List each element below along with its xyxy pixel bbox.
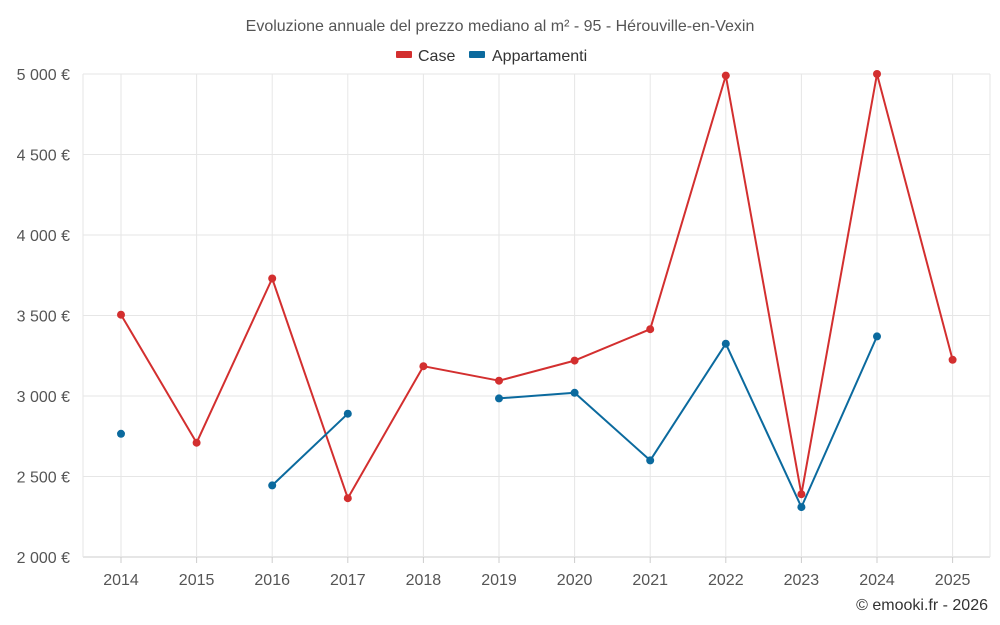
series-line-appartamenti: [498, 335, 878, 509]
legend-label-case: Case: [418, 48, 455, 65]
data-point-case[interactable]: [495, 376, 503, 385]
legend-swatch-appartamenti: [469, 51, 485, 58]
data-point-case[interactable]: [948, 355, 957, 364]
data-point-appartamenti[interactable]: [495, 394, 503, 403]
y-tick-label: 2 000 €: [17, 550, 70, 567]
data-point-appartamenti[interactable]: [268, 481, 277, 490]
legend: Case Appartamenti: [396, 48, 587, 65]
data-point-appartamenti[interactable]: [797, 503, 806, 512]
legend-item-appartamenti[interactable]: Appartamenti: [469, 48, 587, 65]
data-point-case[interactable]: [343, 494, 352, 503]
y-tick-label: 3 000 €: [17, 389, 70, 406]
x-axis: 2014 2015 2016 2017 2018 2019 2020 2021 2022 2023…: [103, 557, 970, 589]
data-point-case[interactable]: [117, 310, 125, 319]
data-point-case[interactable]: [570, 356, 579, 365]
y-tick-label: 4 500 €: [17, 148, 70, 165]
data-point-case[interactable]: [797, 490, 806, 499]
data-point-case[interactable]: [873, 70, 881, 78]
data-point-appartamenti[interactable]: [873, 332, 881, 341]
series-lines: [120, 73, 954, 509]
x-tick-label: 2020: [557, 572, 593, 589]
data-point-case[interactable]: [268, 274, 277, 283]
data-point-case[interactable]: [192, 438, 201, 447]
series-points: [117, 70, 957, 512]
x-tick-label: 2018: [406, 572, 442, 589]
y-tick-label: 3 500 €: [17, 309, 70, 326]
data-point-appartamenti[interactable]: [117, 429, 125, 438]
x-tick-label: 2025: [935, 572, 971, 589]
legend-swatch-case: [396, 51, 412, 58]
grid: [82, 73, 991, 558]
x-tick-label: 2022: [708, 572, 744, 589]
data-point-case[interactable]: [419, 362, 428, 371]
x-tick-label: 2023: [784, 572, 820, 589]
data-point-appartamenti[interactable]: [721, 339, 730, 348]
x-tick-label: 2024: [859, 572, 895, 589]
credit-text: © emooki.fr - 2026: [856, 597, 988, 614]
x-tick-label: 2017: [330, 572, 366, 589]
data-point-appartamenti[interactable]: [570, 388, 579, 397]
series-line-appartamenti: [271, 412, 349, 487]
data-point-appartamenti[interactable]: [646, 456, 655, 465]
y-axis: 2 000 € 2 500 € 3 000 € 3 500 € 4 000 € 4 500…: [17, 67, 70, 567]
y-tick-label: 5 000 €: [17, 67, 70, 84]
x-tick-label: 2015: [179, 572, 215, 589]
y-tick-label: 4 000 €: [17, 228, 70, 245]
legend-item-case[interactable]: Case: [396, 48, 455, 65]
legend-label-appartamenti: Appartamenti: [492, 48, 587, 65]
x-tick-label: 2019: [481, 572, 517, 589]
y-tick-label: 2 500 €: [17, 470, 70, 487]
chart-title: Evoluzione annuale del prezzo mediano al…: [246, 18, 755, 35]
data-point-case[interactable]: [646, 325, 655, 334]
x-tick-label: 2014: [103, 572, 139, 589]
x-tick-label: 2021: [632, 572, 668, 589]
data-point-case[interactable]: [721, 71, 730, 80]
data-point-appartamenti[interactable]: [343, 409, 352, 418]
series-line-case: [120, 73, 954, 500]
x-tick-label: 2016: [254, 572, 290, 589]
